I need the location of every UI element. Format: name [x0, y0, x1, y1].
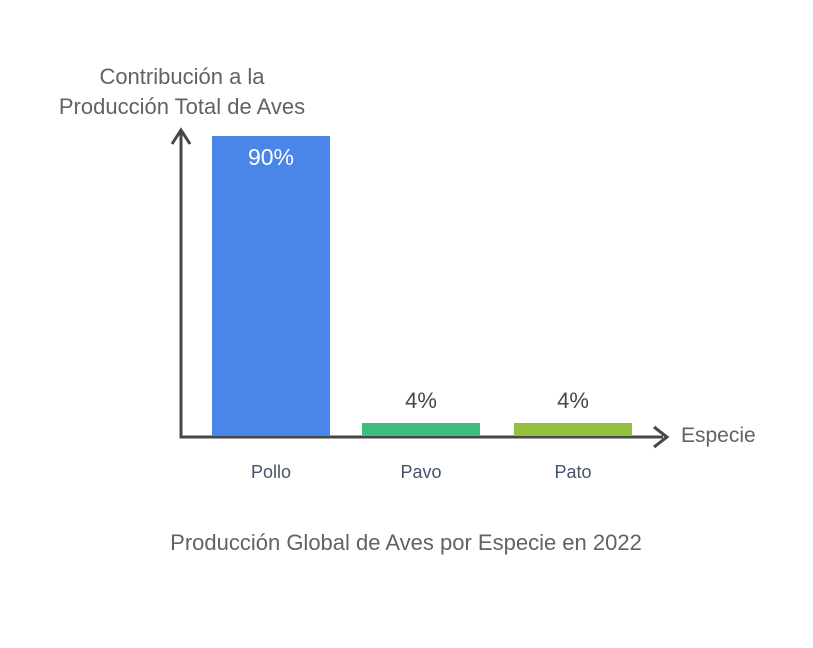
value-label-pollo: 90%: [247, 144, 295, 170]
x-axis-title: Especie: [681, 424, 756, 447]
bar-pato: [514, 422, 632, 436]
plot-area: [180, 130, 672, 436]
value-label-pavo: 4%: [405, 388, 437, 413]
bar-pollo: [212, 136, 330, 436]
category-label-pato: Pato: [554, 462, 592, 482]
category-label-pollo: Pollo: [250, 462, 292, 482]
chart-title: Producción Global de Aves por Especie en…: [170, 530, 642, 555]
y-axis-title: Contribución a la Producción Total de Av…: [58, 64, 306, 119]
value-label-pato: 4%: [557, 388, 589, 413]
category-label-pavo: Pavo: [400, 462, 442, 482]
bar-pavo: [362, 422, 480, 436]
